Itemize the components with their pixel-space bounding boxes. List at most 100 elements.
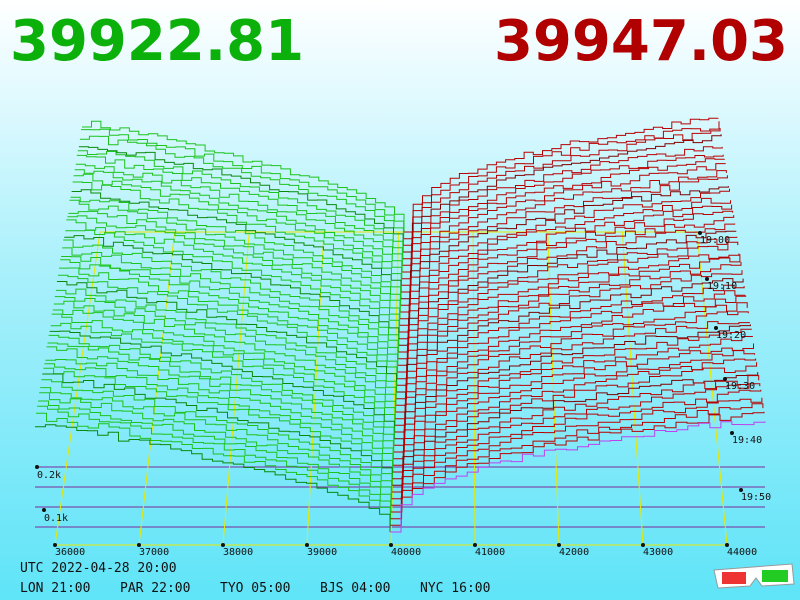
bid-curve — [75, 163, 403, 272]
bid-curve — [42, 373, 393, 486]
time-dot — [714, 326, 718, 330]
ask-curve — [401, 163, 726, 280]
ask-curve — [391, 375, 760, 493]
price-grid-line — [390, 231, 399, 546]
ask-curve — [392, 349, 756, 466]
tick-dot — [305, 543, 309, 547]
bid-curve — [70, 196, 402, 306]
ask-curve — [400, 188, 730, 306]
price-tick-label: 38000 — [223, 547, 253, 558]
ask-curve — [394, 311, 749, 426]
ask-curve — [401, 175, 728, 293]
bid-curve — [62, 247, 399, 359]
clock: PAR 22:00 — [120, 581, 190, 596]
bid-curve — [52, 309, 396, 419]
ask-curve — [398, 230, 737, 346]
tick-dot — [221, 543, 225, 547]
bid-curve — [54, 296, 397, 406]
ask-curve — [394, 302, 748, 420]
depth-curves — [35, 117, 766, 533]
ask-curve — [401, 154, 724, 266]
bid-price: 39922.81 — [10, 9, 304, 74]
time-label: 19:10 — [707, 281, 737, 292]
bid-curve — [79, 135, 404, 246]
bid-curve — [45, 359, 394, 466]
bid-curve — [58, 274, 398, 386]
price-grid-line — [222, 231, 250, 546]
ask-curve — [392, 343, 754, 460]
ask-curve — [394, 321, 750, 433]
ask-curve — [397, 253, 740, 366]
time-dot — [705, 277, 709, 281]
bid-curve — [61, 256, 399, 366]
price-tick-label: 43000 — [643, 547, 673, 558]
clock: TYO 05:00 — [220, 581, 290, 596]
ask-curve — [396, 261, 742, 380]
price-tick-label: 37000 — [139, 547, 169, 558]
ask-curve — [393, 328, 752, 446]
time-label: 19:20 — [716, 330, 746, 341]
tick-dot — [641, 543, 645, 547]
price-grid-line — [54, 231, 101, 546]
axis-labels: 36000 37000 38000 39000 40000 41000 42000 43000… — [35, 231, 771, 558]
ask-curve — [390, 421, 766, 533]
ask-curve — [396, 270, 743, 386]
time-label: 19:50 — [741, 492, 771, 503]
ask-curve — [400, 186, 729, 300]
bid-curve — [39, 392, 392, 506]
price-tick-label: 44000 — [727, 547, 757, 558]
bid-curve — [41, 379, 393, 492]
bid-curve — [68, 210, 401, 319]
bid-curve — [36, 412, 391, 526]
time-dot — [739, 488, 743, 492]
tick-dot — [557, 543, 561, 547]
bid-curve — [67, 215, 401, 326]
bid-curve — [38, 400, 392, 512]
depth-dot — [42, 508, 46, 512]
bid-curve — [71, 189, 402, 299]
bid-curve — [56, 281, 397, 392]
ask-curve — [402, 128, 721, 246]
ask-curve — [399, 204, 733, 320]
ask-curve — [390, 403, 764, 520]
bid-curve — [60, 259, 398, 372]
bid-curve — [64, 235, 400, 346]
tick-dot — [725, 543, 729, 547]
ask-curve — [393, 324, 751, 440]
ask-curve — [403, 121, 720, 240]
ask-curve — [402, 146, 723, 260]
ask-curve — [393, 336, 753, 453]
clock: BJS 04:00 — [320, 581, 390, 596]
depth-label: 0.1k — [44, 513, 68, 524]
bid-curve — [50, 322, 396, 432]
ask-curve — [390, 397, 763, 513]
ask-curve — [392, 362, 758, 480]
depth-label: 0.2k — [37, 470, 61, 481]
bid-curve — [76, 154, 403, 266]
bid-curve — [63, 239, 399, 352]
bid-curve — [35, 424, 391, 532]
bid-curve — [77, 150, 404, 259]
bid-curve — [81, 128, 405, 239]
price-tick-label: 41000 — [475, 547, 505, 558]
time-label: 19:30 — [725, 381, 755, 392]
clock: LON 21:00 — [20, 581, 90, 596]
ask-curve — [402, 158, 725, 273]
ask-price: 39947.03 — [494, 9, 788, 74]
ask-curve — [397, 254, 741, 373]
bid-curve — [66, 219, 400, 332]
bid-curve — [65, 229, 400, 339]
depth-dot — [35, 465, 39, 469]
bid-curve — [44, 363, 394, 472]
bid-curve — [72, 181, 402, 292]
price-grid-line — [138, 231, 176, 546]
ask-curve — [401, 170, 727, 286]
bid-curve — [43, 367, 393, 479]
tick-dot — [137, 543, 141, 547]
time-dot — [730, 431, 734, 435]
bid-curve — [69, 199, 401, 312]
bid-curve — [40, 387, 393, 499]
bid-curve — [82, 120, 405, 232]
bid-curve — [55, 288, 397, 399]
